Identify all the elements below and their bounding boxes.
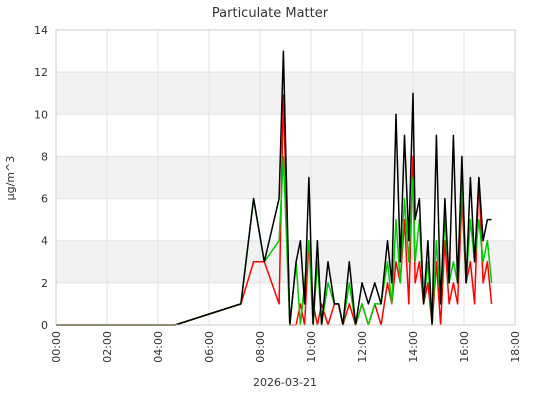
x-tick-label: 18:00 <box>509 331 522 363</box>
y-ticks: 0 2 4 6 8 10 12 14 <box>34 24 48 332</box>
x-tick-label: 00:00 <box>50 331 63 363</box>
series-line-2 <box>56 155 493 326</box>
y-tick-label: 8 <box>41 150 48 163</box>
x-tick-label: 14:00 <box>407 331 420 363</box>
y-tick-label: 14 <box>34 24 48 37</box>
x-tick-label: 06:00 <box>203 331 216 363</box>
y-tick-label: 2 <box>41 277 48 290</box>
y-tick-label: 0 <box>41 319 48 332</box>
y-tick-label: 12 <box>34 66 48 79</box>
plot-frame <box>55 29 516 326</box>
y-tick-label: 6 <box>41 193 48 206</box>
x-axis-label: 2026-03-21 <box>253 376 317 389</box>
x-tick-label: 04:00 <box>152 331 165 363</box>
x-tick-label: 10:00 <box>305 331 318 363</box>
x-tick-label: 08:00 <box>254 331 267 363</box>
chart-title: Particulate Matter <box>212 6 329 21</box>
x-tick-label: 02:00 <box>101 331 114 363</box>
y-tick-label: 4 <box>41 235 48 248</box>
y-tick-label: 10 <box>34 108 48 121</box>
x-tick-label: 16:00 <box>458 331 471 363</box>
series-line-3 <box>56 50 492 326</box>
y-axis-label: μg/m^3 <box>4 156 17 201</box>
x-ticks: 00:00 02:00 04:00 06:00 08:00 10:00 12:00 14:00… <box>50 331 522 363</box>
x-tick-label: 12:00 <box>356 331 369 363</box>
grid-band <box>56 72 515 115</box>
series-lines <box>56 50 493 326</box>
series-line-1 <box>56 94 493 326</box>
